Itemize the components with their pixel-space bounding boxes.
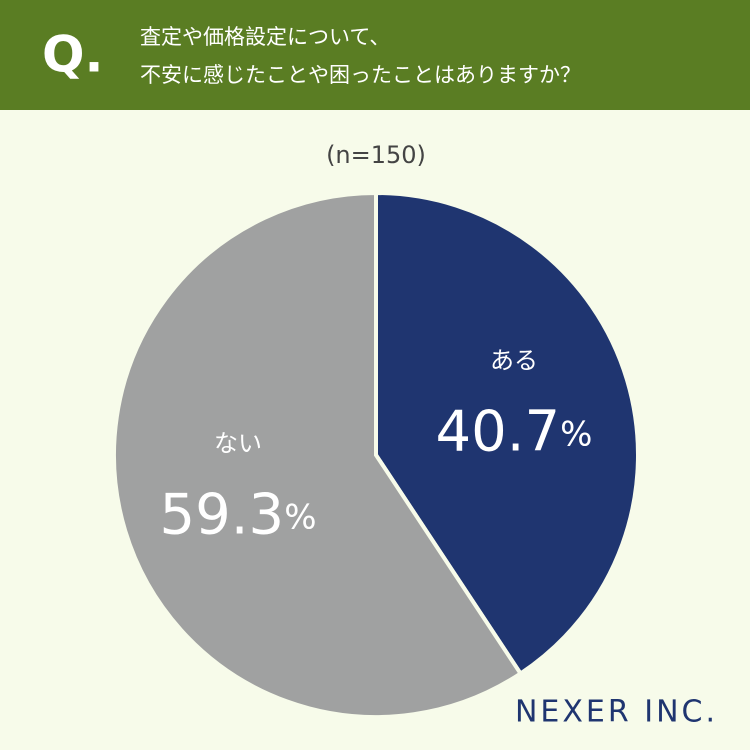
value-label: 59.3% xyxy=(160,483,317,548)
value-label: 40.7% xyxy=(435,400,592,465)
question-mark: Q. xyxy=(42,26,104,84)
brand: NEXER INC. xyxy=(515,695,718,730)
subtitle: (n=150) xyxy=(326,141,426,169)
pie-slice xyxy=(112,190,524,719)
category-label: ある xyxy=(490,346,538,374)
title-line: 不安に感じたことや困ったことはありますか？ xyxy=(140,63,581,87)
title-line: 査定や価格設定について、 xyxy=(140,25,390,49)
header xyxy=(0,0,750,110)
category-label: ない xyxy=(214,430,262,458)
pie xyxy=(112,190,640,719)
